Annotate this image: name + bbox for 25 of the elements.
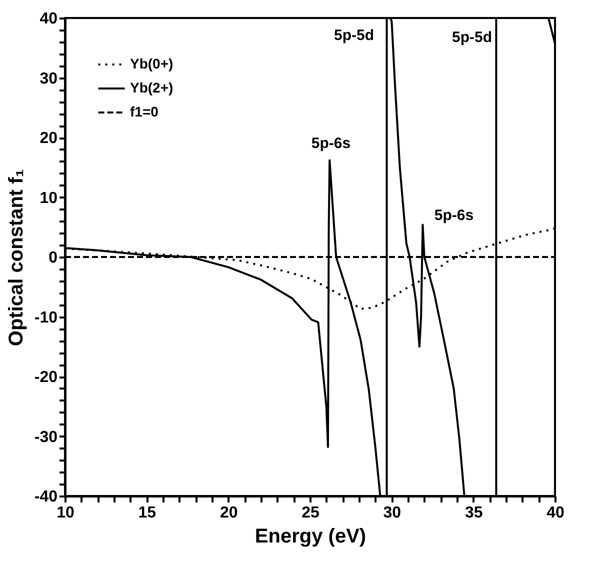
x-tick-label: 30 — [383, 504, 402, 522]
y-tick-label: 0 — [48, 250, 58, 266]
annotation: 5p-5d — [452, 29, 492, 46]
annotation: 5p-6s — [434, 207, 474, 224]
y-tick-label: -10 — [34, 309, 58, 326]
x-axis-title: Energy (eV) — [254, 526, 366, 548]
legend-label: Yb(0+) — [130, 56, 174, 72]
legend-label: Yb(2+) — [130, 80, 174, 96]
x-tick-label: 15 — [138, 504, 156, 522]
x-tick-label: 25 — [302, 504, 320, 522]
y-tick-label: -40 — [34, 488, 58, 506]
y-tick-label: 20 — [40, 130, 58, 147]
y-axis-title: Optical constant f₁ — [5, 168, 28, 346]
legend-label: f1=0 — [130, 104, 159, 120]
x-tick-label: 20 — [220, 504, 238, 522]
y-tick-label: 40 — [40, 10, 58, 28]
x-tick-label: 40 — [546, 504, 564, 522]
y-tick-label: 10 — [40, 190, 58, 207]
annotation: 5p-6s — [311, 135, 351, 152]
x-tick-label: 10 — [56, 504, 74, 522]
y-tick-label: 30 — [40, 70, 58, 88]
annotation: 5p-5d — [334, 27, 374, 44]
y-tick-label: -30 — [34, 428, 58, 446]
x-tick-label: 35 — [464, 504, 483, 522]
y-tick-label: -20 — [34, 369, 58, 386]
